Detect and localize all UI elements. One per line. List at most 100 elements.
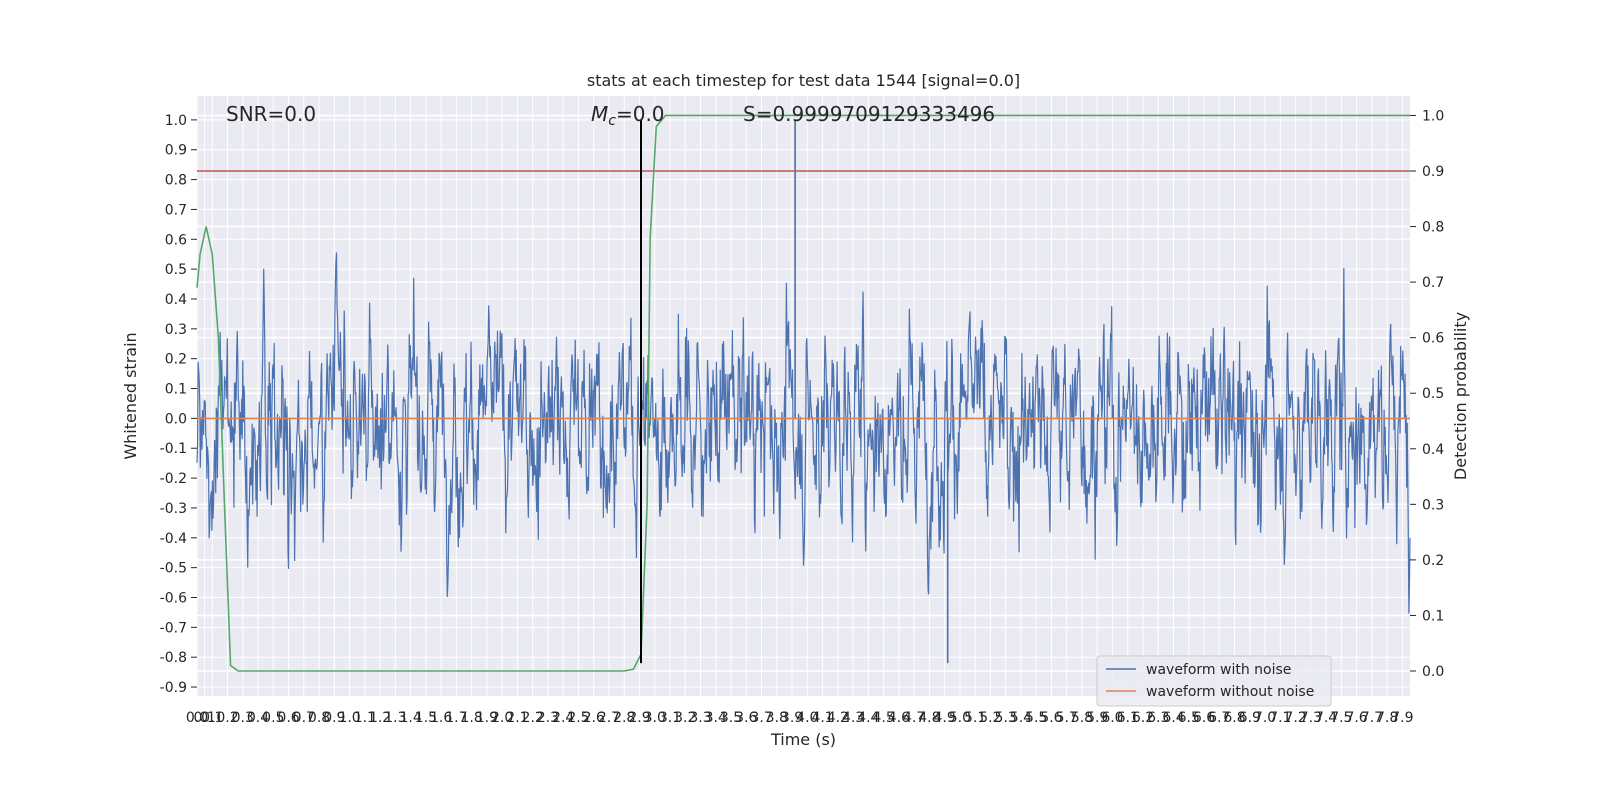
x-tick-label: 7.7 bbox=[1361, 710, 1383, 726]
x-tick-label: 6.8 bbox=[1223, 710, 1245, 726]
mc-value: =0.0 bbox=[616, 102, 665, 126]
x-tick-label: 0.2 bbox=[216, 710, 238, 726]
y-tick-label-left: 0.3 bbox=[165, 322, 187, 338]
x-tick-label: 4.5 bbox=[872, 710, 894, 726]
x-tick-label: 5.1 bbox=[964, 710, 986, 726]
x-tick-label: 1.6 bbox=[430, 710, 452, 726]
x-tick-label: 3.1 bbox=[659, 710, 681, 726]
plot-area bbox=[196, 114, 1411, 672]
x-tick-label: 1.1 bbox=[354, 710, 376, 726]
y-tick-label-left: -0.5 bbox=[160, 561, 187, 577]
noisy-waveform-line bbox=[196, 252, 1411, 614]
x-tick-label: 2.0 bbox=[491, 710, 513, 726]
mc-subscript: c bbox=[608, 113, 616, 129]
x-tick-label: 4.1 bbox=[811, 710, 833, 726]
x-tick-label: 0.7 bbox=[293, 710, 315, 726]
y-tick-label-left: 0.4 bbox=[165, 292, 187, 308]
x-tick-label: 5.9 bbox=[1086, 710, 1108, 726]
x-tick-label: 6.9 bbox=[1239, 710, 1261, 726]
x-tick-label: 4.7 bbox=[903, 710, 925, 726]
x-axis-label: Time (s) bbox=[770, 730, 836, 749]
x-tick-label: 3.3 bbox=[689, 710, 711, 726]
axes: 0.00.10.10.20.30.40.50.60.70.80.91.01.11… bbox=[160, 108, 1445, 726]
x-tick-label: 1.7 bbox=[445, 710, 467, 726]
y-tick-label-right: 0.9 bbox=[1422, 164, 1444, 180]
x-tick-label: 6.5 bbox=[1178, 710, 1200, 726]
x-tick-label: 5.5 bbox=[1025, 710, 1047, 726]
y-tick-label-right: 1.0 bbox=[1422, 108, 1444, 124]
x-tick-label: 1.4 bbox=[399, 710, 421, 726]
x-tick-label: 5.8 bbox=[1071, 710, 1093, 726]
x-tick-label: 7.3 bbox=[1300, 710, 1322, 726]
x-tick-label: 0.4 bbox=[247, 710, 269, 726]
y-tick-label-left: -0.1 bbox=[160, 441, 187, 457]
x-tick-label: 7.4 bbox=[1315, 710, 1337, 726]
x-tick-label: 1.9 bbox=[476, 710, 498, 726]
x-tick-label: 0.0 bbox=[186, 710, 208, 726]
x-tick-label: 6.4 bbox=[1162, 710, 1184, 726]
legend: waveform with noise waveform without noi… bbox=[1096, 655, 1332, 707]
snr-annotation: SNR=0.0 bbox=[226, 102, 316, 126]
x-tick-label: 7.2 bbox=[1284, 710, 1306, 726]
x-tick-label: 7.6 bbox=[1345, 710, 1367, 726]
x-tick-label: 4.6 bbox=[888, 710, 910, 726]
x-tick-label: 2.7 bbox=[598, 710, 620, 726]
x-tick-label: 2.9 bbox=[628, 710, 650, 726]
y-tick-label-left: -0.7 bbox=[160, 620, 187, 636]
y-tick-label-right: 0.2 bbox=[1422, 553, 1444, 569]
x-tick-label: 0.3 bbox=[232, 710, 254, 726]
x-tick-label: 7.0 bbox=[1254, 710, 1276, 726]
x-tick-label: 2.4 bbox=[552, 710, 574, 726]
y-tick-label-left: 0.0 bbox=[165, 411, 187, 427]
x-tick-label: 1.0 bbox=[338, 710, 360, 726]
y-tick-label-right: 0.4 bbox=[1422, 442, 1444, 458]
y-tick-label-left: 1.0 bbox=[165, 113, 187, 129]
x-tick-label: 6.6 bbox=[1193, 710, 1215, 726]
x-tick-label: 4.9 bbox=[934, 710, 956, 726]
y-tick-label-right: 0.3 bbox=[1422, 497, 1444, 513]
x-tick-label: 5.3 bbox=[995, 710, 1017, 726]
x-tick-label: 2.2 bbox=[522, 710, 544, 726]
x-tick-label: 7.9 bbox=[1391, 710, 1413, 726]
y-tick-label-left: 0.1 bbox=[165, 382, 187, 398]
x-tick-label: 3.5 bbox=[720, 710, 742, 726]
x-tick-label: 0.9 bbox=[323, 710, 345, 726]
y-tick-label-left: 0.7 bbox=[165, 202, 187, 218]
x-tick-label: 5.2 bbox=[979, 710, 1001, 726]
y-tick-label-left: -0.4 bbox=[160, 531, 187, 547]
detection-probability-line bbox=[196, 114, 1410, 672]
x-tick-label: 0.8 bbox=[308, 710, 330, 726]
x-tick-label: 4.8 bbox=[918, 710, 940, 726]
y-tick-label-right: 0.5 bbox=[1422, 386, 1444, 402]
x-tick-label: 5.6 bbox=[1040, 710, 1062, 726]
y-tick-label-left: -0.6 bbox=[160, 590, 187, 606]
y-tick-label-right: 0.8 bbox=[1422, 220, 1444, 236]
mc-symbol: M bbox=[591, 102, 608, 126]
y-tick-label-left: 0.8 bbox=[165, 173, 187, 189]
y-tick-label-right: 0.6 bbox=[1422, 331, 1444, 347]
x-tick-label: 0.1 bbox=[201, 710, 223, 726]
x-tick-label: 5.7 bbox=[1056, 710, 1078, 726]
x-tick-label: 7.8 bbox=[1376, 710, 1398, 726]
x-tick-label: 6.3 bbox=[1147, 710, 1169, 726]
x-tick-label: 6.0 bbox=[1101, 710, 1123, 726]
x-tick-label: 2.1 bbox=[506, 710, 528, 726]
y-tick-label-left: -0.9 bbox=[160, 680, 187, 696]
y-tick-label-left: 0.2 bbox=[165, 352, 187, 368]
x-tick-label: 6.2 bbox=[1132, 710, 1154, 726]
x-tick-label: 2.3 bbox=[537, 710, 559, 726]
y-tick-label-right: 0.1 bbox=[1422, 608, 1444, 624]
y-tick-label-left: 0.9 bbox=[165, 143, 187, 159]
x-tick-label: 7.1 bbox=[1269, 710, 1291, 726]
legend-box bbox=[1096, 655, 1332, 707]
plot-background bbox=[197, 96, 1410, 696]
y-tick-label-right: 0.7 bbox=[1422, 275, 1444, 291]
x-tick-label: 2.8 bbox=[613, 710, 635, 726]
x-tick-label: 3.9 bbox=[781, 710, 803, 726]
y-tick-label-left: -0.8 bbox=[160, 650, 187, 666]
x-tick-label: 3.2 bbox=[674, 710, 696, 726]
s-annotation: S=0.9999709129333496 bbox=[743, 102, 995, 126]
x-tick-label: 0.1 bbox=[193, 710, 215, 726]
x-tick-label: 4.0 bbox=[796, 710, 818, 726]
